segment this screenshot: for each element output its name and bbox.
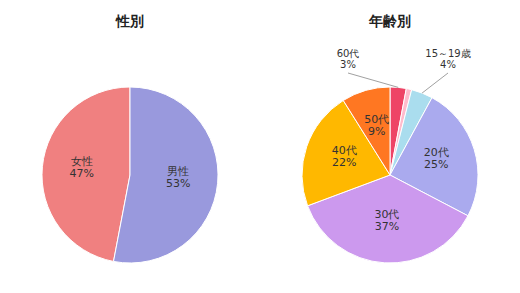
slice-value-label: 22%: [332, 156, 356, 169]
slice-value-label: 3%: [340, 59, 356, 70]
leader-line: [348, 73, 398, 87]
data-labels: 女性47%男性53%: [70, 155, 191, 189]
pie: 女性47%男性53%: [42, 87, 218, 263]
pie: 60代3%15～19歳4%20代25%30代37%40代22%50代9%: [302, 48, 478, 263]
slice-category-label: 60代: [337, 48, 360, 59]
pie-slice: [114, 87, 218, 263]
slice-value-label: 25%: [424, 158, 448, 171]
data-labels: 60代3%15～19歳4%20代25%30代37%40代22%50代9%: [332, 48, 471, 233]
slice-value-label: 47%: [70, 167, 94, 180]
slice-value-label: 53%: [166, 177, 190, 190]
slice-value-label: 37%: [375, 220, 399, 233]
leader-line: [422, 73, 448, 93]
slice-category-label: 15～19歳: [425, 48, 470, 59]
pie-slice: [42, 87, 130, 261]
chart-root: 性別女性47%男性53%年齢別60代3%15～19歳4%20代25%30代37%…: [0, 0, 520, 293]
chart-title: 性別: [115, 13, 144, 29]
slice-value-label: 4%: [440, 59, 456, 70]
slice-value-label: 9%: [368, 125, 385, 138]
chart-title: 年齢別: [368, 13, 411, 29]
